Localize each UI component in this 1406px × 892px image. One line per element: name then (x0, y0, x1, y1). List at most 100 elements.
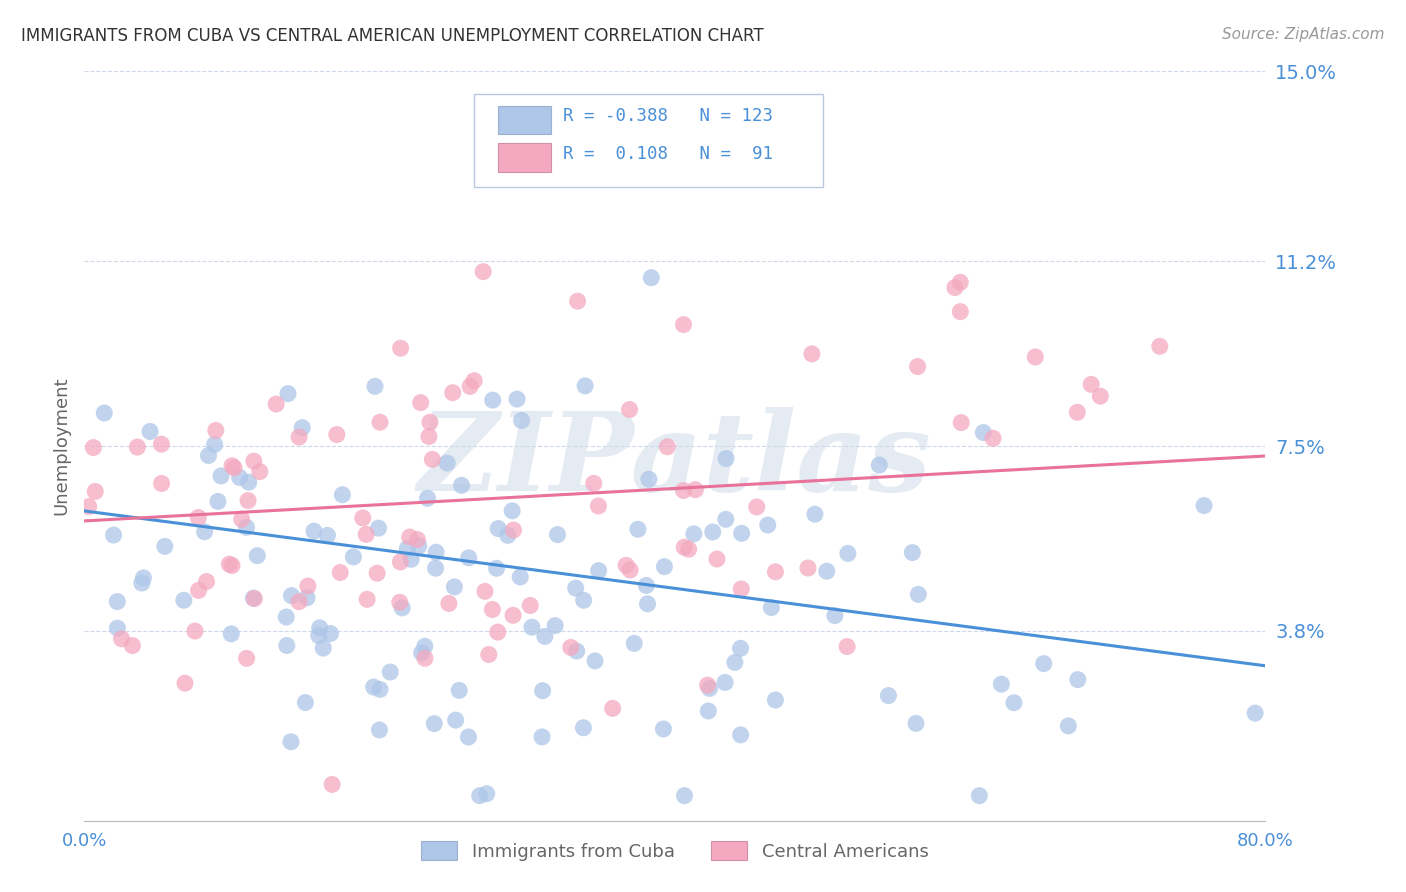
Point (288, 430, 311, 444)
Point (730, 641, 752, 656)
Point (614, 558, 637, 573)
Point (574, 379, 596, 393)
Point (702, 524, 724, 539)
FancyBboxPatch shape (498, 106, 551, 135)
Point (280, 589, 302, 603)
Point (187, 510, 209, 524)
Point (246, 549, 269, 563)
Point (765, 565, 787, 579)
FancyBboxPatch shape (474, 94, 823, 187)
Point (1244, 706, 1267, 720)
Point (437, 596, 460, 610)
Point (673, 540, 696, 554)
Point (950, 416, 973, 430)
Point (682, 526, 704, 541)
Point (583, 654, 606, 668)
Point (277, 386, 299, 401)
Point (485, 561, 508, 575)
Point (413, 651, 436, 665)
Point (249, 465, 271, 479)
Point (481, 602, 503, 616)
Text: 80.0%: 80.0% (1237, 832, 1294, 850)
Legend: Immigrants from Cuba, Central Americans: Immigrants from Cuba, Central Americans (415, 834, 935, 868)
Point (218, 557, 240, 571)
Point (519, 599, 541, 613)
Point (868, 458, 890, 472)
Point (990, 677, 1012, 691)
Point (391, 601, 413, 615)
Point (636, 578, 658, 592)
Point (468, 789, 491, 803)
Point (321, 777, 343, 791)
Point (326, 427, 349, 442)
Point (544, 618, 567, 632)
Point (474, 584, 496, 599)
Point (530, 730, 553, 744)
Point (877, 689, 900, 703)
Point (724, 656, 747, 670)
Point (815, 564, 838, 578)
Point (756, 518, 779, 533)
Point (224, 460, 246, 475)
Text: ZIPatlas: ZIPatlas (418, 408, 932, 515)
Point (408, 539, 430, 553)
Point (329, 566, 352, 580)
Point (352, 511, 374, 525)
Point (509, 570, 531, 584)
Point (264, 397, 287, 411)
Point (1066, 405, 1088, 419)
Point (637, 597, 659, 611)
Point (107, 621, 129, 635)
Point (797, 561, 820, 575)
Point (332, 488, 354, 502)
Point (399, 552, 422, 566)
Point (110, 632, 132, 646)
Point (316, 528, 339, 542)
Point (1057, 719, 1080, 733)
Point (481, 393, 503, 408)
Point (131, 576, 153, 591)
Point (657, 440, 679, 454)
Point (678, 542, 700, 557)
Point (195, 574, 218, 589)
Point (901, 546, 924, 560)
Point (204, 437, 226, 451)
Point (457, 730, 479, 744)
Point (174, 676, 197, 690)
Point (363, 680, 385, 694)
Point (486, 522, 509, 536)
Point (572, 721, 595, 735)
Point (458, 379, 481, 393)
Point (745, 500, 768, 514)
Point (824, 608, 846, 623)
Point (312, 641, 335, 656)
Point (800, 347, 823, 361)
Point (150, 476, 173, 491)
Point (231, 512, 253, 526)
Point (132, 571, 155, 585)
Point (475, 787, 498, 801)
Point (444, 713, 467, 727)
Point (730, 582, 752, 596)
Point (276, 639, 298, 653)
Text: 0.0%: 0.0% (62, 832, 107, 850)
Point (443, 580, 465, 594)
Point (478, 648, 501, 662)
Point (221, 558, 243, 573)
Point (765, 693, 787, 707)
FancyBboxPatch shape (498, 144, 551, 172)
Point (463, 374, 485, 388)
Point (411, 646, 433, 660)
Point (564, 581, 586, 595)
Point (627, 522, 650, 536)
Point (949, 275, 972, 289)
Point (380, 665, 402, 679)
Point (364, 379, 387, 393)
Point (280, 735, 302, 749)
Point (623, 636, 645, 650)
Point (297, 579, 319, 593)
Point (972, 425, 994, 440)
Point (457, 550, 479, 565)
Point (396, 541, 419, 556)
Point (714, 451, 737, 466)
